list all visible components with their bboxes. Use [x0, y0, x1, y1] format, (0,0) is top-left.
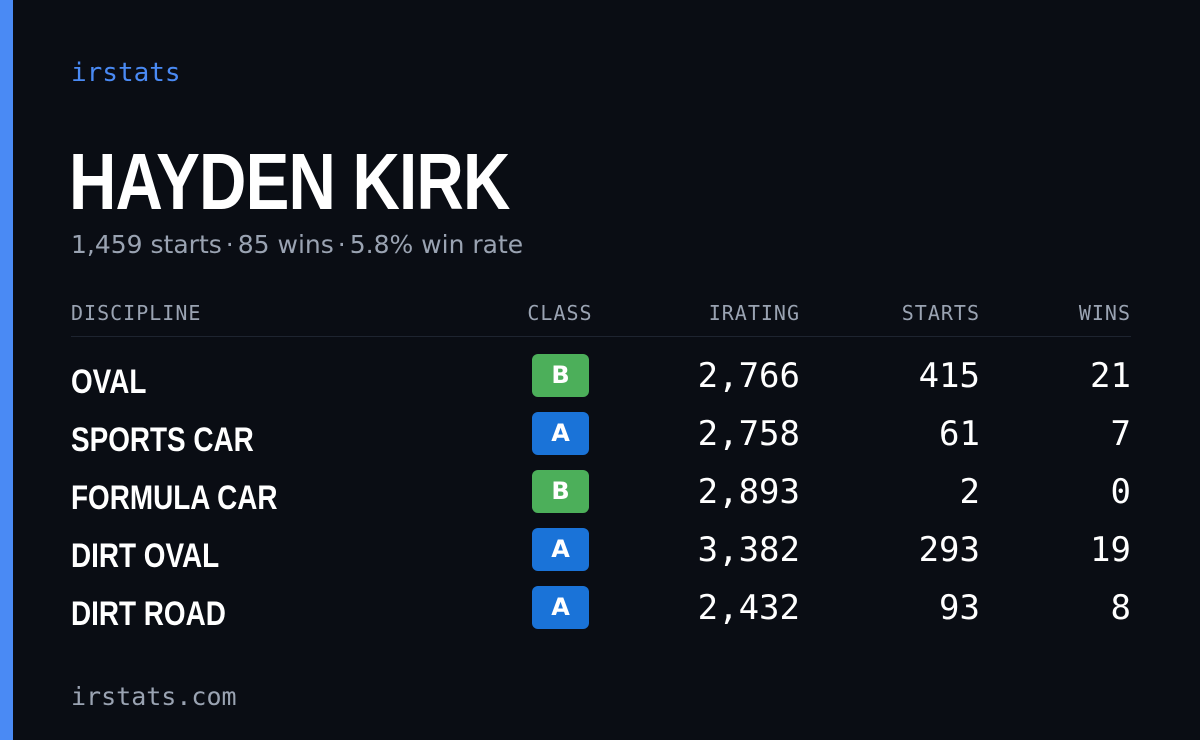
starts-value: 93 [939, 588, 980, 628]
player-summary: 1,459 starts · 85 wins · 5.8% win rate [71, 228, 523, 262]
class-badge: B [532, 470, 589, 513]
table-header: DISCIPLINE CLASS IRATING STARTS WINS [71, 296, 1131, 337]
class-badge: A [532, 412, 589, 455]
irating-value: 2,432 [697, 588, 800, 628]
discipline-name: DIRT OVAL [71, 537, 220, 575]
class-badge: A [532, 586, 589, 629]
brand-logo[interactable]: irstats [71, 58, 181, 88]
starts-value: 293 [918, 530, 980, 570]
discipline-table: DISCIPLINE CLASS IRATING STARTS WINS OVA… [71, 296, 1131, 633]
summary-separator: · [225, 230, 234, 259]
footer-url[interactable]: irstats.com [71, 682, 237, 711]
discipline-name: DIRT ROAD [71, 595, 226, 633]
class-badge: A [532, 528, 589, 571]
header-class: CLASS [527, 301, 593, 325]
table-body: OVAL B 2,766 415 21 SPORTS CAR A 2,758 6… [71, 350, 1131, 640]
starts-value: 415 [918, 356, 980, 396]
wins-value: 7 [1110, 414, 1131, 454]
table-row: FORMULA CAR B 2,893 2 0 [71, 466, 1131, 524]
discipline-name: SPORTS CAR [71, 421, 254, 459]
table-row: OVAL B 2,766 415 21 [71, 350, 1131, 408]
header-wins: WINS [1078, 301, 1131, 325]
header-irating: IRATING [708, 301, 800, 325]
header-discipline: DISCIPLINE [71, 301, 202, 325]
wins-value: 8 [1110, 588, 1131, 628]
header-starts: STARTS [901, 301, 980, 325]
accent-bar [0, 0, 13, 740]
discipline-name: OVAL [71, 363, 147, 401]
irating-value: 3,382 [697, 530, 800, 570]
wins-value: 19 [1090, 530, 1131, 570]
wins-value: 0 [1110, 472, 1131, 512]
class-badge: B [532, 354, 589, 397]
wins-value: 21 [1090, 356, 1131, 396]
irating-value: 2,893 [697, 472, 800, 512]
irating-value: 2,766 [697, 356, 800, 396]
discipline-name: FORMULA CAR [71, 479, 278, 517]
player-name: HAYDEN KIRK [69, 137, 510, 226]
starts-value: 61 [939, 414, 980, 454]
summary-starts: 1,459 starts [71, 230, 222, 259]
summary-win-rate: 5.8% win rate [349, 230, 524, 259]
starts-value: 2 [959, 472, 980, 512]
table-row: DIRT ROAD A 2,432 93 8 [71, 582, 1131, 640]
summary-wins: 85 wins [237, 230, 334, 259]
table-row: DIRT OVAL A 3,382 293 19 [71, 524, 1131, 582]
table-row: SPORTS CAR A 2,758 61 7 [71, 408, 1131, 466]
summary-separator: · [337, 230, 346, 259]
irating-value: 2,758 [697, 414, 800, 454]
